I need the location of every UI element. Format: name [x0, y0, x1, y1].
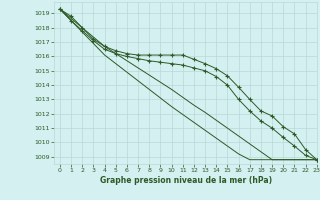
X-axis label: Graphe pression niveau de la mer (hPa): Graphe pression niveau de la mer (hPa) [100, 176, 272, 185]
